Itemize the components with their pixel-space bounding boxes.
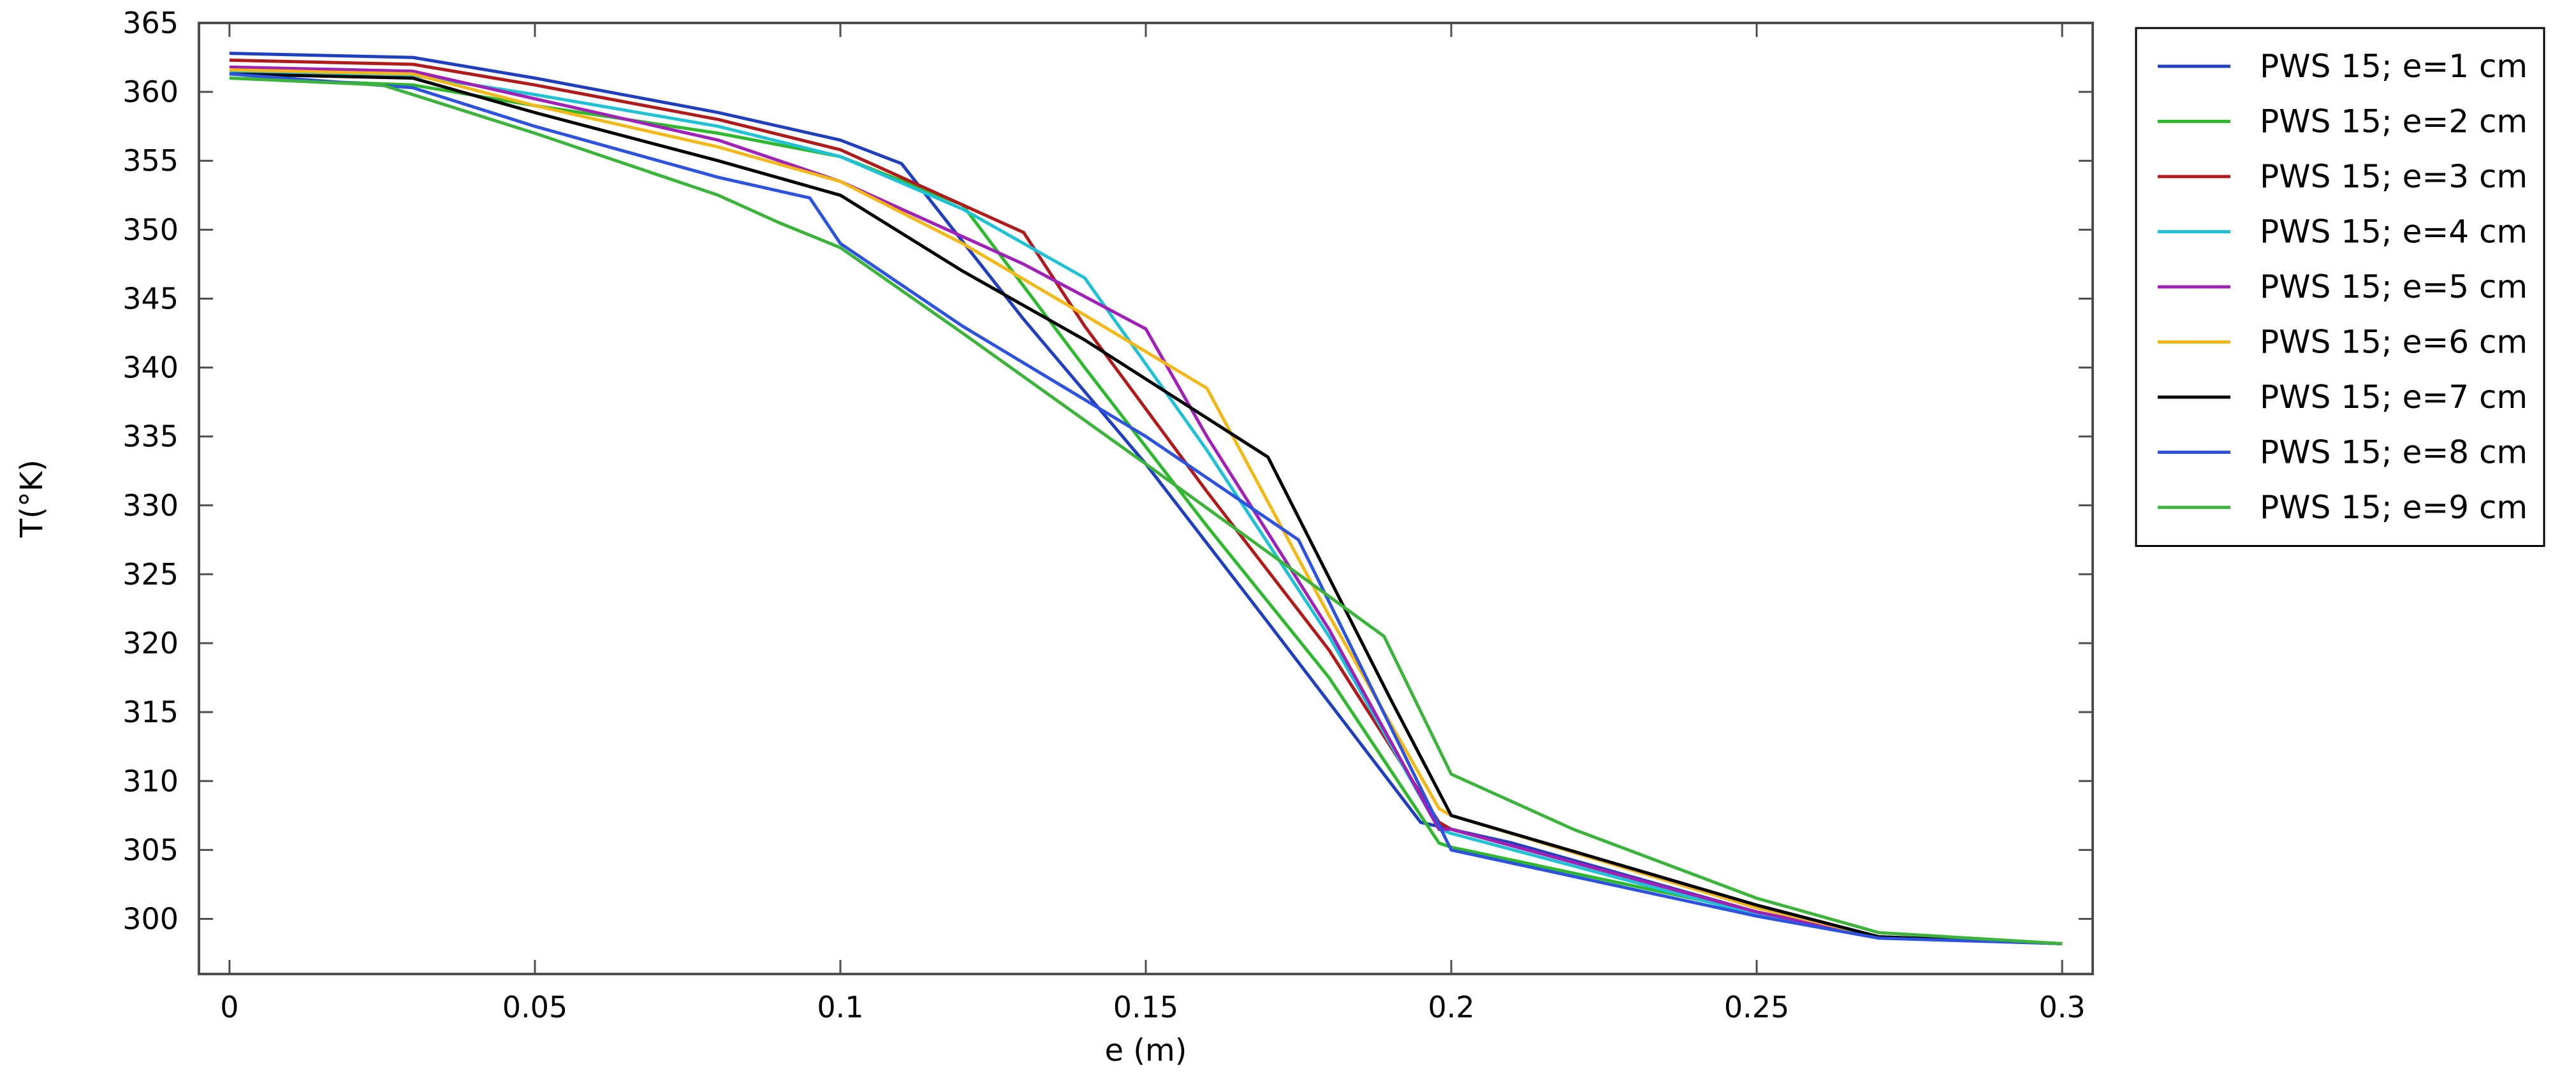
y-tick-label: 310 <box>122 764 179 798</box>
legend-label-7: PWS 15; e=7 cm <box>2260 379 2528 416</box>
y-tick-label: 305 <box>122 832 179 867</box>
y-tick-label: 335 <box>122 419 179 454</box>
plot-frame <box>198 22 2094 975</box>
legend: PWS 15; e=1 cm PWS 15; e=2 cm PWS 15; e=3 … <box>2135 27 2545 547</box>
series-line-8 <box>229 72 2063 945</box>
legend-label-3: PWS 15; e=3 cm <box>2260 158 2528 195</box>
legend-label-8: PWS 15; e=8 cm <box>2260 434 2528 471</box>
y-tick-label: 300 <box>122 902 179 936</box>
x-tick-label: 0.05 <box>502 990 567 1024</box>
series-line-5 <box>229 65 2063 945</box>
y-tick-label: 355 <box>122 143 179 178</box>
y-tick-label: 340 <box>122 351 179 385</box>
axes: 0 0.05 0.1 0.15 0.2 0.25 0.3 300 305 310 315 320 325… <box>122 6 2094 1024</box>
x-tick-label: 0.2 <box>1428 990 1474 1024</box>
x-tick-label: 0 <box>220 990 238 1024</box>
series-line-9 <box>229 76 2063 945</box>
y-axis-title: T(°K) <box>14 460 50 538</box>
legend-label-4: PWS 15; e=4 cm <box>2260 214 2528 251</box>
series-line-3 <box>229 58 2063 945</box>
x-tick-label: 0.15 <box>1113 990 1178 1024</box>
y-tick-label: 330 <box>122 488 179 523</box>
y-tick-label: 320 <box>122 626 179 660</box>
series-line-1 <box>229 52 2063 945</box>
y-tick-label: 350 <box>122 212 179 247</box>
series-layer <box>229 52 2063 945</box>
x-tick-label: 0.3 <box>2039 990 2086 1024</box>
x-axis-title: e (m) <box>1105 1033 1187 1068</box>
series-line-7 <box>229 72 2063 945</box>
legend-label-2: PWS 15; e=2 cm <box>2260 103 2528 140</box>
series-line-6 <box>229 68 2063 945</box>
y-tick-label: 360 <box>122 75 179 109</box>
legend-label-1: PWS 15; e=1 cm <box>2260 48 2528 85</box>
legend-label-6: PWS 15; e=6 cm <box>2260 324 2528 361</box>
legend-label-9: PWS 15; e=9 cm <box>2260 489 2528 526</box>
y-tick-label: 325 <box>122 557 179 592</box>
series-line-2 <box>229 76 2063 945</box>
series-line-4 <box>229 69 2063 945</box>
y-tick-label: 345 <box>122 281 179 316</box>
x-tick-label: 0.1 <box>817 990 863 1024</box>
y-tick-label: 365 <box>122 6 179 40</box>
y-tick-label: 315 <box>122 695 179 729</box>
legend-label-5: PWS 15; e=5 cm <box>2260 268 2528 305</box>
x-tick-label: 0.25 <box>1724 990 1789 1024</box>
